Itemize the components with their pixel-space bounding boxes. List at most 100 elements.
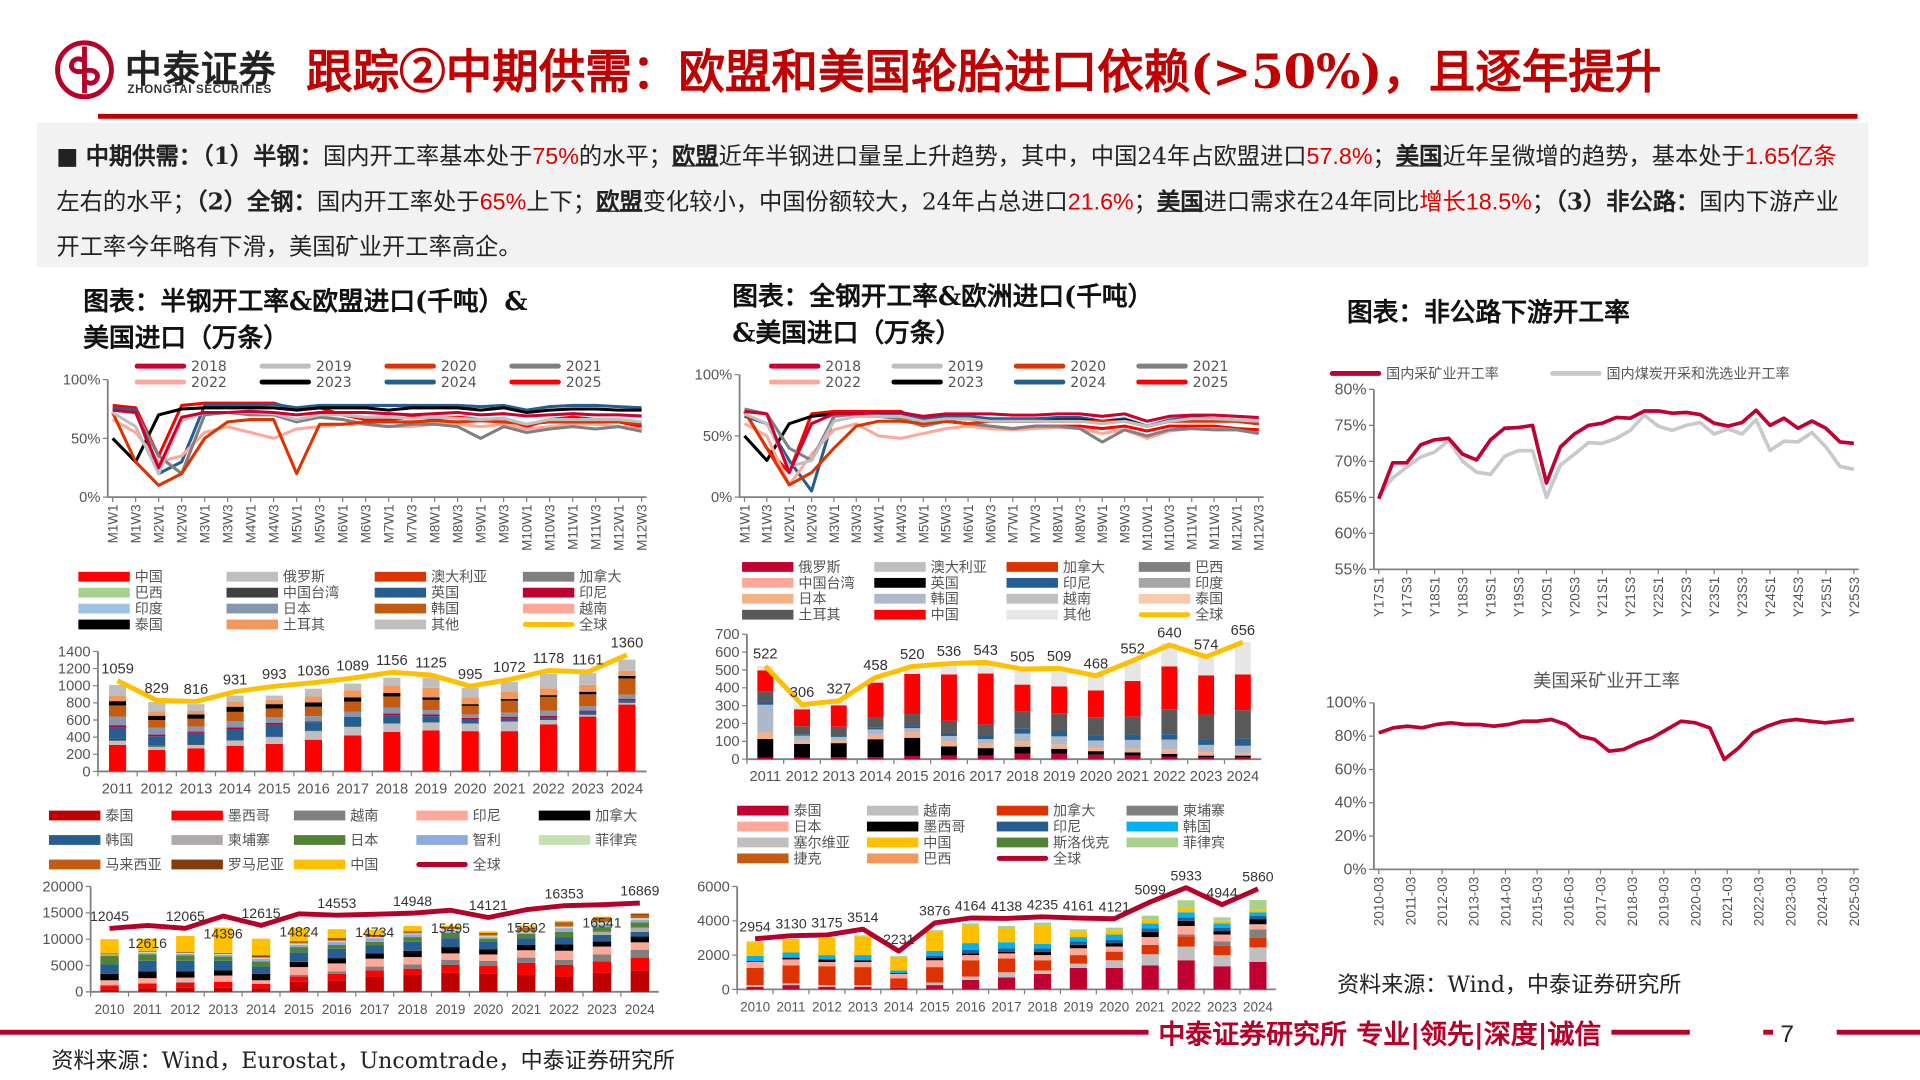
bar-segment-土耳其	[1014, 711, 1031, 729]
x-tick-label: Y22S1	[1651, 577, 1666, 617]
bar-segment-泰国	[1033, 973, 1052, 990]
bar-segment-中国	[214, 927, 233, 953]
bar-segment-罗马尼亚	[403, 931, 422, 933]
legend-swatch	[226, 587, 278, 597]
legend-label: 巴西	[1195, 557, 1224, 575]
bar-segment-中国	[1124, 681, 1141, 717]
bar-segment-中国	[830, 705, 847, 727]
highlight-value: 75%	[532, 144, 579, 171]
legend-swatch	[866, 805, 919, 815]
x-tick-label: M2W3	[175, 504, 190, 543]
bar-segment-日本	[138, 954, 157, 961]
legend-item: 泰国	[737, 801, 867, 819]
x-tick-label: M6W3	[983, 504, 998, 543]
bar-segment-日本	[782, 959, 800, 966]
x-tick-label: 2024	[1243, 999, 1273, 1014]
bar-segment-日本	[1014, 741, 1031, 747]
bar-segment-泰国	[1213, 966, 1231, 990]
x-tick-label: 2013	[180, 781, 213, 797]
chart-title-line: 美国进口（万条）	[83, 322, 289, 353]
legend-swatch	[1329, 370, 1382, 376]
bar-segment-泰国	[251, 988, 271, 992]
bar-segment-泰国	[854, 986, 872, 990]
x-tick-label: 2023	[587, 1002, 617, 1017]
legend-swatch	[522, 587, 575, 597]
bar-segment-印尼	[1198, 739, 1215, 745]
bar-segment-韩国	[1087, 740, 1104, 748]
bar-segment-韩国	[890, 970, 908, 974]
bar-segment-印尼	[214, 975, 233, 982]
x-tick-label: 2018	[1027, 999, 1057, 1014]
x-tick-label: M5W1	[290, 504, 305, 543]
bar-segment-泰国	[289, 981, 309, 992]
bar-segment-韩国	[1033, 943, 1052, 949]
bar-segment-中国	[108, 744, 127, 772]
bar-segment-韩国	[540, 696, 558, 711]
y-tick-label: 100%	[695, 368, 733, 384]
y-tick-label: 300	[715, 699, 740, 715]
legend-item: 其他	[374, 615, 523, 632]
bar-segment-中国	[226, 745, 244, 772]
bar-segment-印尼	[1105, 939, 1123, 944]
bar-segment-中国	[187, 748, 205, 772]
bar-segment-俄罗斯	[108, 740, 127, 745]
bar-segment-泰国	[554, 976, 574, 992]
legend-label: 2022	[191, 372, 227, 391]
legend-label: 韩国	[431, 599, 460, 617]
bar-segment-其他	[1177, 900, 1195, 908]
legend-label: 国内煤炭开采和洗选业开工率	[1606, 364, 1790, 382]
legend-swatch	[509, 363, 561, 368]
bar-segment-墨西哥	[441, 964, 460, 973]
legend-label: 俄罗斯	[798, 557, 841, 575]
bar-segment-马来西亚	[365, 936, 384, 938]
bar-segment-中国	[867, 682, 884, 718]
bar-segment-其他	[540, 673, 558, 689]
x-tick-label: 2012-03	[1435, 877, 1450, 926]
x-tick-label: 2010	[95, 1002, 125, 1017]
bar-segment-印尼	[1177, 917, 1195, 921]
bar-segment-智利	[289, 944, 309, 948]
y-tick-label: 6000	[697, 879, 730, 895]
bar-segment-俄罗斯	[757, 757, 774, 760]
bar-segment-韩国	[1249, 912, 1267, 916]
bar-segment-印尼	[1069, 941, 1087, 945]
bar-segment-英国	[1198, 755, 1215, 758]
text: 国内开工率基本处于	[322, 143, 533, 171]
legend-label: 2018	[191, 356, 227, 375]
highlight-value: 65%	[479, 189, 527, 216]
legend-label: 其他	[1062, 605, 1092, 623]
legend-swatch	[171, 834, 223, 845]
bar-segment-其他	[1105, 927, 1123, 931]
bar-segment-韩国	[500, 700, 518, 713]
bar-segment-菲律宾	[403, 933, 422, 935]
legend-label: 罗马尼亚	[227, 855, 285, 873]
legend-item: 2023	[891, 373, 1013, 390]
x-tick-label: 2016	[933, 769, 966, 785]
bar-segment-韩国	[327, 948, 347, 959]
bar-segment-日本	[422, 710, 440, 715]
legend-item: 中国台湾	[742, 574, 874, 591]
data-label: 1072	[493, 660, 526, 676]
bar-segment-日本	[579, 706, 597, 711]
data-label: 14121	[469, 897, 508, 913]
series-line-国内煤炭开采和洗选业开工率	[1377, 413, 1855, 500]
x-tick-label: Y18S3	[1456, 577, 1471, 617]
y-tick-label: 0%	[79, 490, 100, 506]
data-label: 12616	[128, 935, 167, 951]
legend-swatch	[1138, 577, 1191, 588]
bar-segment-中国	[1105, 930, 1123, 935]
data-label: 5860	[1242, 869, 1273, 885]
data-label: 574	[1194, 637, 1219, 653]
bar-segment-土耳其	[1124, 716, 1141, 735]
bar-segment-印尼	[757, 701, 774, 705]
bar-segment-韩国	[517, 938, 536, 945]
bar-segment-其他	[1051, 671, 1068, 687]
bar-segment-日本	[904, 732, 921, 738]
bar-segment-俄罗斯	[265, 737, 283, 745]
chart-us-mining: 0% 20% 40% 60% 80% 100% 2010-03 2011-03 2012-03 2…	[1326, 695, 1862, 926]
text: 进口需求在24年同比	[1203, 188, 1420, 216]
legend-item: 墨西哥	[171, 806, 293, 823]
bar-segment-加拿大	[214, 970, 233, 976]
bar-segment-泰国	[304, 702, 323, 707]
legend-item: 2019	[259, 357, 385, 374]
